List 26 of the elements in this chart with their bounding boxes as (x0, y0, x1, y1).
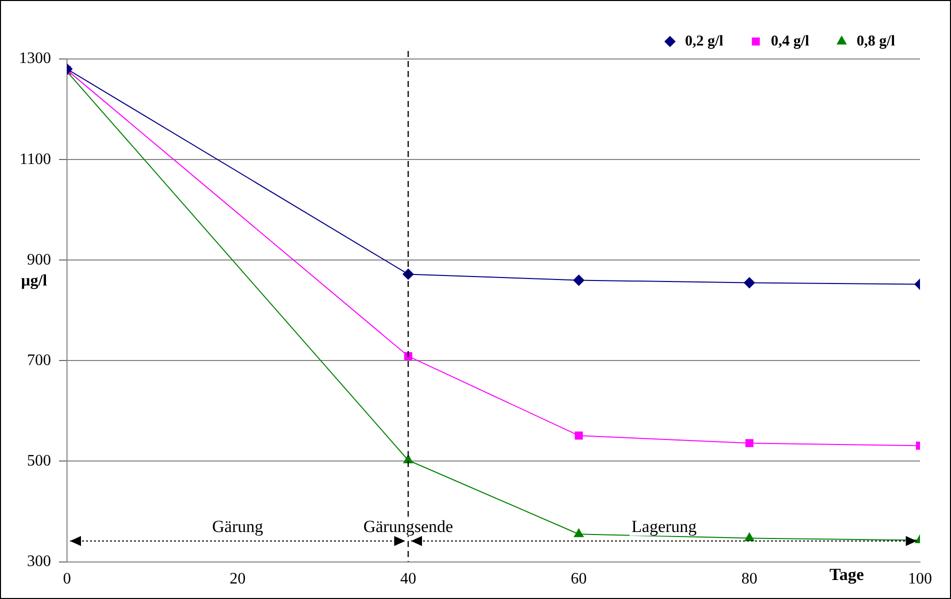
legend-label: 0,2 g/l (684, 33, 724, 50)
legend-label: 0,8 g/l (856, 33, 896, 50)
x-tick-label: 40 (400, 570, 416, 588)
y-axis-title: µg/l (21, 272, 48, 290)
x-tick-label: 80 (741, 570, 758, 588)
point (574, 432, 583, 440)
annotation: Gärungsende (363, 516, 454, 536)
annotation: Gärung (212, 516, 264, 536)
x-axis-title: Tage (830, 564, 864, 584)
y-tick-label: 1100 (20, 150, 51, 168)
y-tick-label: 900 (27, 251, 51, 268)
point (574, 528, 584, 538)
y-tick-label: 700 (27, 352, 51, 369)
y-tick-label: 1300 (19, 50, 51, 68)
x-tick-label: 60 (570, 570, 587, 588)
point (744, 277, 755, 288)
x-tick-label: 20 (230, 570, 246, 588)
point (744, 532, 754, 542)
x-tick-label: 100 (908, 570, 932, 588)
y-tick-label: 500 (27, 452, 51, 470)
y-tick-label: 300 (27, 553, 51, 570)
legend-label: 0,4 g/l (770, 33, 810, 50)
x-tick-label: 0 (63, 570, 71, 588)
point (745, 439, 754, 448)
annotation: Lagerung (632, 516, 698, 536)
point (573, 274, 584, 286)
